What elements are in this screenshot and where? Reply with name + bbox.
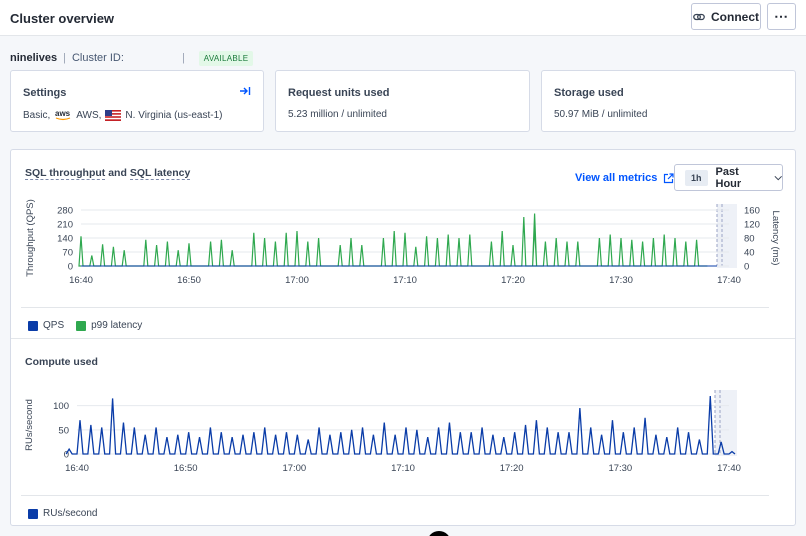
legend-qps[interactable]: QPS bbox=[43, 320, 65, 331]
cluster-meta: ninelives | Cluster ID: | AVAILABLE bbox=[10, 50, 254, 66]
view-all-label: View all metrics bbox=[575, 172, 658, 184]
settings-card: Settings Basic, aws AWS, N. Virginia (us… bbox=[10, 70, 264, 132]
y2-tick-label: 160 bbox=[744, 206, 760, 217]
divider bbox=[21, 307, 769, 308]
x-tick-label: 17:40 bbox=[717, 463, 741, 474]
open-settings-icon[interactable] bbox=[239, 85, 251, 99]
title-and: and bbox=[105, 167, 130, 179]
settings-value: Basic, aws AWS, N. Virginia (us-east-1) bbox=[23, 109, 223, 121]
y-tick-label: 70 bbox=[62, 248, 73, 259]
request-units-card: Request units used 5.23 million / unlimi… bbox=[275, 70, 530, 132]
section-divider bbox=[11, 338, 795, 339]
view-all-metrics-link[interactable]: View all metrics bbox=[575, 172, 674, 184]
sql-legend: QPS p99 latency bbox=[28, 320, 142, 331]
x-tick-label: 17:40 bbox=[717, 275, 741, 286]
p99-latency-line bbox=[78, 213, 708, 267]
y2-tick-label: 0 bbox=[744, 262, 749, 273]
cluster-name: ninelives bbox=[10, 52, 58, 64]
floating-action-button[interactable] bbox=[427, 531, 451, 536]
more-icon: ⋯ bbox=[774, 8, 789, 24]
top-bar: Cluster overview Connect ⋯ bbox=[0, 0, 806, 36]
x-tick-label: 16:40 bbox=[69, 275, 93, 286]
settings-title: Settings bbox=[23, 87, 67, 99]
more-actions-button[interactable]: ⋯ bbox=[767, 3, 796, 30]
rus-line bbox=[65, 395, 736, 455]
y-tick-label: 210 bbox=[57, 220, 73, 231]
chevron-down-icon bbox=[774, 175, 782, 180]
x-tick-label: 17:20 bbox=[500, 463, 524, 474]
x-tick-label: 17:00 bbox=[282, 463, 306, 474]
svg-text:aws: aws bbox=[55, 109, 71, 118]
aws-logo-icon: aws bbox=[55, 109, 71, 121]
y2-tick-label: 40 bbox=[744, 248, 755, 259]
us-flag-icon bbox=[105, 109, 122, 121]
divider bbox=[21, 495, 769, 496]
x-tick-label: 17:00 bbox=[285, 275, 309, 286]
x-tick-label: 17:20 bbox=[501, 275, 525, 286]
storage-title: Storage used bbox=[554, 87, 624, 99]
compute-legend: RUs/second bbox=[28, 508, 97, 519]
x-tick-label: 17:30 bbox=[609, 275, 633, 286]
y-tick-label: 100 bbox=[53, 401, 69, 412]
legend-p99[interactable]: p99 latency bbox=[91, 320, 143, 331]
y-tick-label: 50 bbox=[58, 425, 69, 436]
y2-tick-label: 80 bbox=[744, 234, 755, 245]
link-icon bbox=[693, 13, 705, 20]
compute-title: Compute used bbox=[25, 356, 98, 368]
qps-swatch bbox=[28, 320, 38, 331]
request-units-value: 5.23 million / unlimited bbox=[288, 109, 387, 120]
range-label: Past Hour bbox=[715, 165, 742, 190]
y-tick-label: 0 bbox=[64, 450, 69, 461]
connect-label: Connect bbox=[711, 9, 759, 24]
plan-label: Basic, bbox=[23, 109, 51, 121]
region-label: N. Virginia (us-east-1) bbox=[125, 109, 223, 121]
separator: | bbox=[63, 52, 66, 64]
cluster-id-label: Cluster ID: bbox=[71, 52, 124, 64]
x-tick-label: 16:50 bbox=[174, 463, 198, 474]
status-badge: AVAILABLE bbox=[198, 50, 254, 66]
y-tick-label: 0 bbox=[68, 262, 73, 273]
y-tick-label: 140 bbox=[57, 234, 73, 245]
sql-chart-title: SQL throughput and SQL latency bbox=[25, 167, 191, 180]
rus-swatch bbox=[28, 508, 38, 519]
legend-rus[interactable]: RUs/second bbox=[43, 508, 98, 519]
sql-latency-term[interactable]: SQL latency bbox=[129, 167, 191, 180]
y-tick-label: 280 bbox=[57, 206, 73, 217]
now-region bbox=[717, 204, 737, 268]
y-axis-label: RUs/second bbox=[24, 399, 35, 451]
page-title: Cluster overview bbox=[10, 11, 115, 26]
storage-value: 50.97 MiB / unlimited bbox=[554, 109, 648, 120]
x-tick-label: 16:50 bbox=[177, 275, 201, 286]
connect-button[interactable]: Connect bbox=[691, 3, 761, 30]
range-badge: 1h bbox=[685, 169, 708, 186]
p99-swatch bbox=[76, 320, 87, 331]
request-units-title: Request units used bbox=[288, 87, 390, 99]
external-link-icon bbox=[664, 172, 674, 183]
y-axis-label: Throughput (QPS) bbox=[25, 199, 36, 277]
time-range-select[interactable]: 1h Past Hour bbox=[674, 164, 783, 191]
x-tick-label: 17:10 bbox=[393, 275, 417, 286]
y2-axis-label: Latency (ms) bbox=[770, 211, 781, 266]
now-region bbox=[715, 390, 737, 456]
y2-tick-label: 120 bbox=[744, 220, 760, 231]
x-tick-label: 17:30 bbox=[608, 463, 632, 474]
compute-chart: 0 50 100 16:40 16:50 17:00 17:10 17:20 17:30 17:4… bbox=[24, 390, 741, 474]
storage-card: Storage used 50.97 MiB / unlimited bbox=[541, 70, 796, 132]
x-tick-label: 16:40 bbox=[65, 463, 89, 474]
metrics-panel: SQL throughput and SQL latency View all … bbox=[10, 149, 796, 526]
sql-throughput-term[interactable]: SQL throughput bbox=[25, 167, 106, 180]
sql-throughput-chart: 0 70 140 210 280 0 40 80 120 160 16:40 16:50 17:00 17… bbox=[25, 199, 781, 286]
provider-label: AWS, bbox=[76, 109, 102, 121]
separator: | bbox=[181, 52, 185, 64]
x-tick-label: 17:10 bbox=[391, 463, 415, 474]
